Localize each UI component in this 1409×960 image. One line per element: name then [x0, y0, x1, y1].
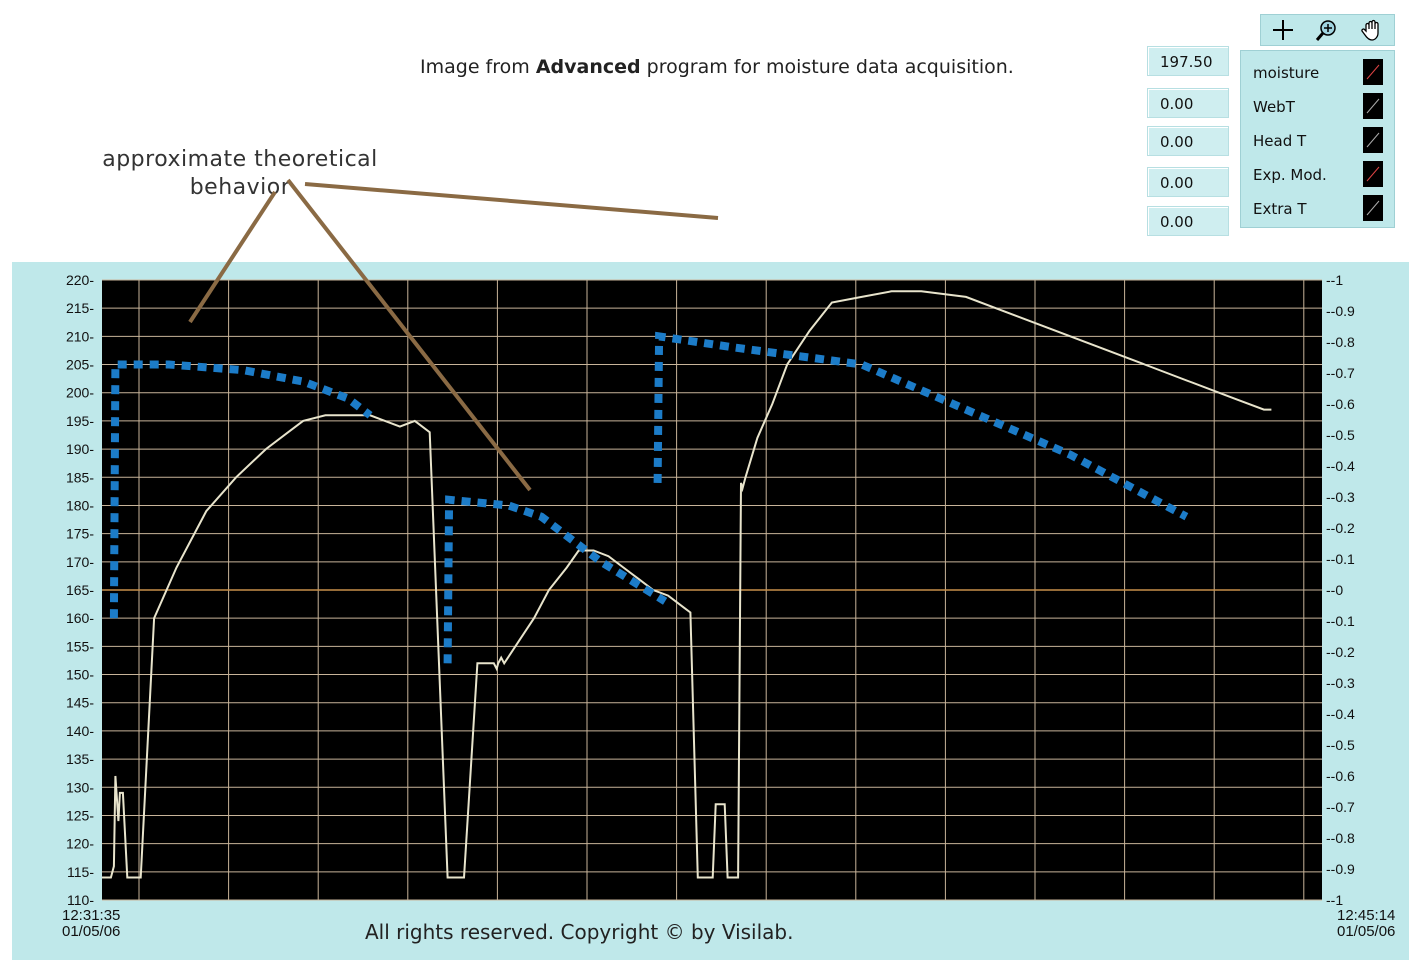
- readout-3: 0.00: [1147, 126, 1229, 156]
- graph-panel: [12, 262, 1409, 960]
- legend-swatch: [1363, 59, 1383, 85]
- readout-4: 0.00: [1147, 167, 1229, 197]
- legend-label: moisture: [1253, 64, 1320, 82]
- legend-swatch: [1363, 195, 1383, 221]
- caption-prefix: Image from: [420, 56, 536, 78]
- theory-annotation-line2: behavior: [189, 175, 291, 200]
- legend-label: WebT: [1253, 98, 1295, 116]
- legend-label: Exp. Mod.: [1253, 166, 1327, 184]
- legend-item-moisture[interactable]: moisture: [1241, 57, 1396, 87]
- theory-annotation-line1: approximate theoretical: [102, 147, 378, 172]
- caption: Image from Advanced program for moisture…: [420, 56, 1160, 78]
- theory-annotation: approximate theoretical behavior: [80, 146, 400, 202]
- readout-1: 197.50: [1147, 46, 1229, 76]
- crosshair-icon[interactable]: [1270, 17, 1296, 43]
- caption-bold: Advanced: [535, 56, 641, 78]
- legend-item-extra-t[interactable]: Extra T: [1241, 193, 1396, 223]
- readout-2: 0.00: [1147, 88, 1229, 118]
- readout-5: 0.00: [1147, 206, 1229, 236]
- caption-suffix: program for moisture data acquisition.: [640, 56, 1014, 78]
- hand-icon[interactable]: [1359, 17, 1385, 43]
- legend-swatch: [1363, 127, 1383, 153]
- legend-swatch: [1363, 161, 1383, 187]
- legend-item-webt[interactable]: WebT: [1241, 91, 1396, 121]
- graph-toolbar: [1260, 14, 1395, 46]
- zoom-icon[interactable]: [1314, 17, 1340, 43]
- plot-legend: moisture WebT Head T Exp. Mod. Extra T: [1240, 50, 1395, 228]
- legend-label: Extra T: [1253, 200, 1307, 218]
- legend-item-exp-mod[interactable]: Exp. Mod.: [1241, 159, 1396, 189]
- legend-label: Head T: [1253, 132, 1307, 150]
- legend-item-head-t[interactable]: Head T: [1241, 125, 1396, 155]
- legend-swatch: [1363, 93, 1383, 119]
- copyright-notice: All rights reserved. Copyright © by Visi…: [365, 920, 794, 944]
